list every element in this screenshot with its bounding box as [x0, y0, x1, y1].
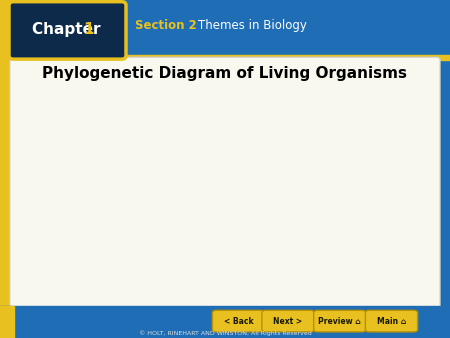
Text: Animals: Animals: [358, 181, 389, 190]
Text: Main ⌂: Main ⌂: [377, 317, 406, 325]
Ellipse shape: [360, 136, 387, 156]
Text: Next >: Next >: [274, 317, 302, 325]
Text: 1: 1: [83, 22, 94, 37]
Ellipse shape: [153, 132, 185, 156]
Text: Chapter: Chapter: [32, 22, 105, 37]
Text: Themes in Biology: Themes in Biology: [198, 19, 307, 32]
FancyBboxPatch shape: [27, 219, 93, 251]
Text: Fungi: Fungi: [301, 181, 321, 190]
Text: Earliest cells: Earliest cells: [137, 289, 186, 298]
Ellipse shape: [211, 134, 227, 154]
Text: Section 2: Section 2: [135, 19, 197, 32]
Text: Bacteria: Bacteria: [44, 181, 76, 190]
Text: © HOLT, RINEHART AND WINSTON, All Rights Reserved: © HOLT, RINEHART AND WINSTON, All Rights…: [139, 331, 311, 336]
Text: Phylogenetic Diagram of Living Organisms: Phylogenetic Diagram of Living Organisms: [42, 66, 408, 81]
Text: Preview ⌂: Preview ⌂: [319, 317, 361, 325]
Text: < Back: < Back: [224, 317, 253, 325]
Text: Plants: Plants: [245, 181, 268, 190]
Text: Domain
Archaea: Domain Archaea: [99, 225, 130, 245]
Ellipse shape: [297, 131, 324, 144]
Text: Domain
Eukarya: Domain Eukarya: [266, 225, 297, 245]
FancyBboxPatch shape: [81, 219, 148, 251]
Text: Protists: Protists: [180, 181, 208, 190]
FancyBboxPatch shape: [248, 219, 315, 251]
Text: Archaea: Archaea: [99, 181, 130, 190]
Text: Domain
Bacteria: Domain Bacteria: [44, 225, 76, 245]
